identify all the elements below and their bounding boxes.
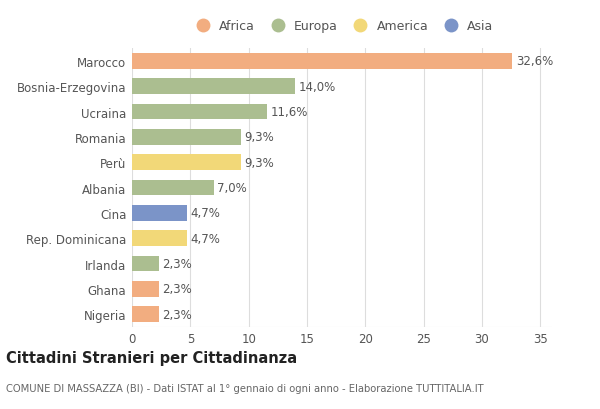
Text: 2,3%: 2,3% (163, 283, 192, 296)
Bar (132, 231, 187, 247)
Text: COMUNE DI MASSAZZA (BI) - Dati ISTAT al 1° gennaio di ogni anno - Elaborazione T: COMUNE DI MASSAZZA (BI) - Dati ISTAT al … (6, 382, 484, 393)
Bar (132, 256, 159, 272)
Text: Cittadini Stranieri per Cittadinanza: Cittadini Stranieri per Cittadinanza (6, 350, 297, 365)
Text: 2,3%: 2,3% (163, 308, 192, 321)
Bar (132, 104, 268, 120)
Text: 11,6%: 11,6% (271, 106, 308, 119)
Bar (132, 54, 512, 70)
Bar (132, 180, 214, 196)
Text: 7,0%: 7,0% (217, 182, 247, 195)
Bar (132, 79, 295, 95)
Text: 14,0%: 14,0% (299, 81, 336, 94)
Bar (132, 206, 187, 221)
Text: 4,7%: 4,7% (190, 207, 220, 220)
Text: 32,6%: 32,6% (516, 55, 553, 68)
Text: 4,7%: 4,7% (190, 232, 220, 245)
Text: 9,3%: 9,3% (244, 131, 274, 144)
Bar (132, 130, 241, 146)
Bar (132, 155, 241, 171)
Text: 2,3%: 2,3% (163, 258, 192, 270)
Text: 9,3%: 9,3% (244, 156, 274, 169)
Legend: Africa, Europa, America, Asia: Africa, Europa, America, Asia (187, 16, 497, 37)
Bar (132, 281, 159, 297)
Bar (132, 307, 159, 322)
